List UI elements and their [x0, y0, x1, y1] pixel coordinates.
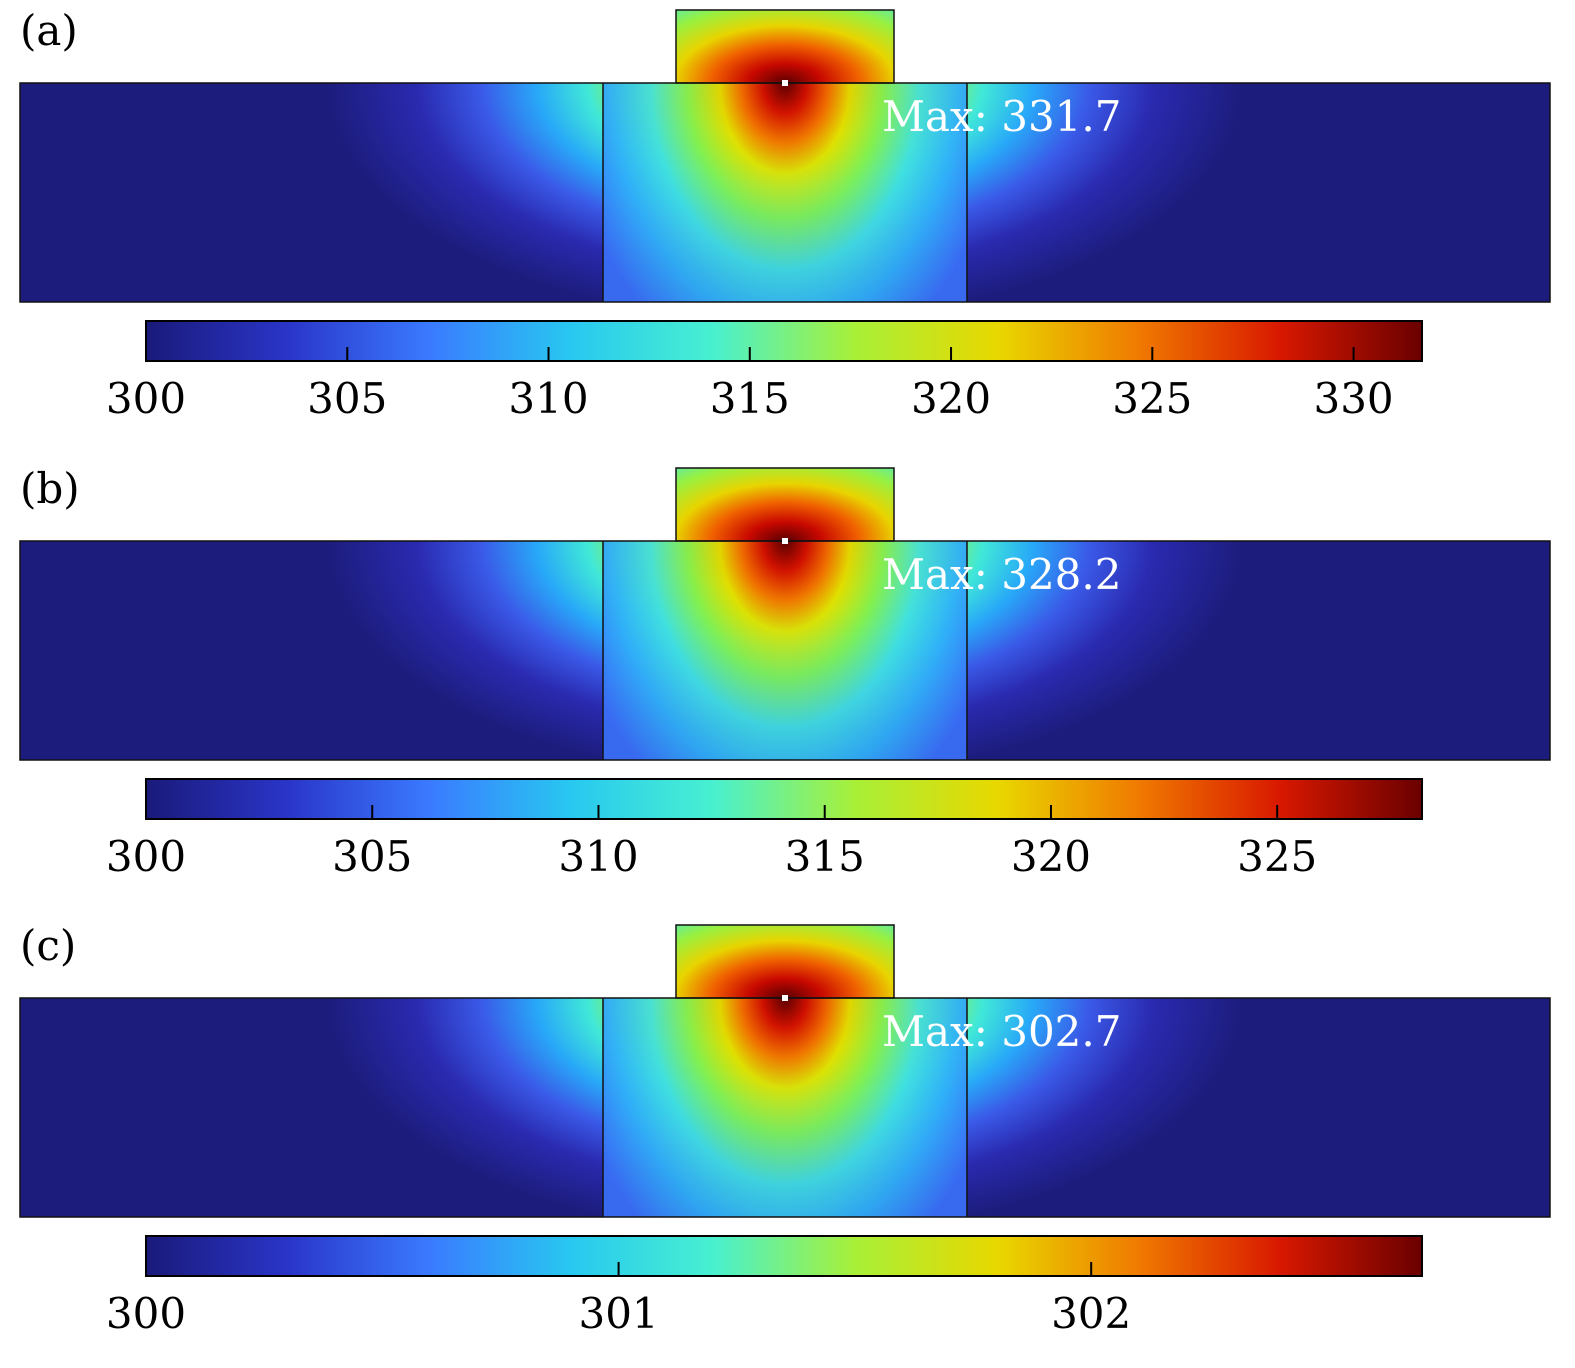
panel-a-ridge-field [676, 10, 894, 83]
panel-b-colorbar-tick-label: 300 [105, 832, 187, 881]
panel-b-colorbar [145, 778, 1423, 820]
panel-a-colorbar-tick-label: 315 [709, 374, 790, 423]
panel-b-max-label: Max: 328.2 [882, 550, 1122, 599]
panel-b-colorbar-tick-label: 315 [784, 832, 865, 881]
panel-a-column-field [603, 83, 967, 302]
panel-a-max-label: Max: 331.7 [882, 92, 1122, 141]
panel-a-colorbar-tick-label: 310 [508, 374, 589, 423]
panel-c-colorbar-tick-label: 300 [105, 1289, 187, 1338]
panel-a: (a) Max: 331.7 300 305 310 315 320 325 330 [0, 0, 1575, 453]
panel-c-ridge-field [676, 925, 894, 998]
panel-a-colorbar-tick-label: 305 [307, 374, 388, 423]
panel-c-svg [19, 924, 1551, 1277]
panel-c-label: (c) [20, 921, 77, 970]
panel-b-svg [19, 467, 1551, 820]
panel-b: (b) Max: 328.2 300 305 310 315 320 325 [0, 458, 1575, 911]
panel-c-colorbar [145, 1235, 1423, 1277]
panel-b-label: (b) [20, 464, 80, 513]
panel-b-colorbar-tick-label: 320 [1010, 832, 1092, 881]
panel-c: (c) Max: 302.7 300 301 302 [0, 915, 1575, 1368]
panel-b-column-field [603, 541, 967, 760]
panel-a-label: (a) [20, 6, 78, 55]
panel-a-colorbar-tick-label: 320 [910, 374, 992, 423]
panel-c-colorbar-tick-label: 302 [1051, 1289, 1132, 1338]
panel-b-colorbar-tick-label: 310 [558, 832, 639, 881]
panel-c-colorbar-tick-label: 301 [578, 1289, 659, 1338]
panel-c-max-marker [782, 995, 788, 1001]
panel-b-ridge-field [676, 468, 894, 541]
panel-a-colorbar-tick-label: 300 [105, 374, 187, 423]
panel-b-colorbar-tick-label: 305 [332, 832, 413, 881]
panel-c-max-label: Max: 302.7 [882, 1007, 1122, 1056]
panel-b-max-marker [782, 538, 788, 544]
panel-a-colorbar [145, 320, 1423, 362]
panel-a-max-marker [782, 80, 788, 86]
panel-a-colorbar-tick-label: 330 [1313, 374, 1394, 423]
panel-a-svg [19, 9, 1551, 362]
panel-a-colorbar-tick-label: 325 [1112, 374, 1193, 423]
panel-c-column-field [603, 998, 967, 1217]
panel-b-colorbar-tick-label: 325 [1237, 832, 1318, 881]
